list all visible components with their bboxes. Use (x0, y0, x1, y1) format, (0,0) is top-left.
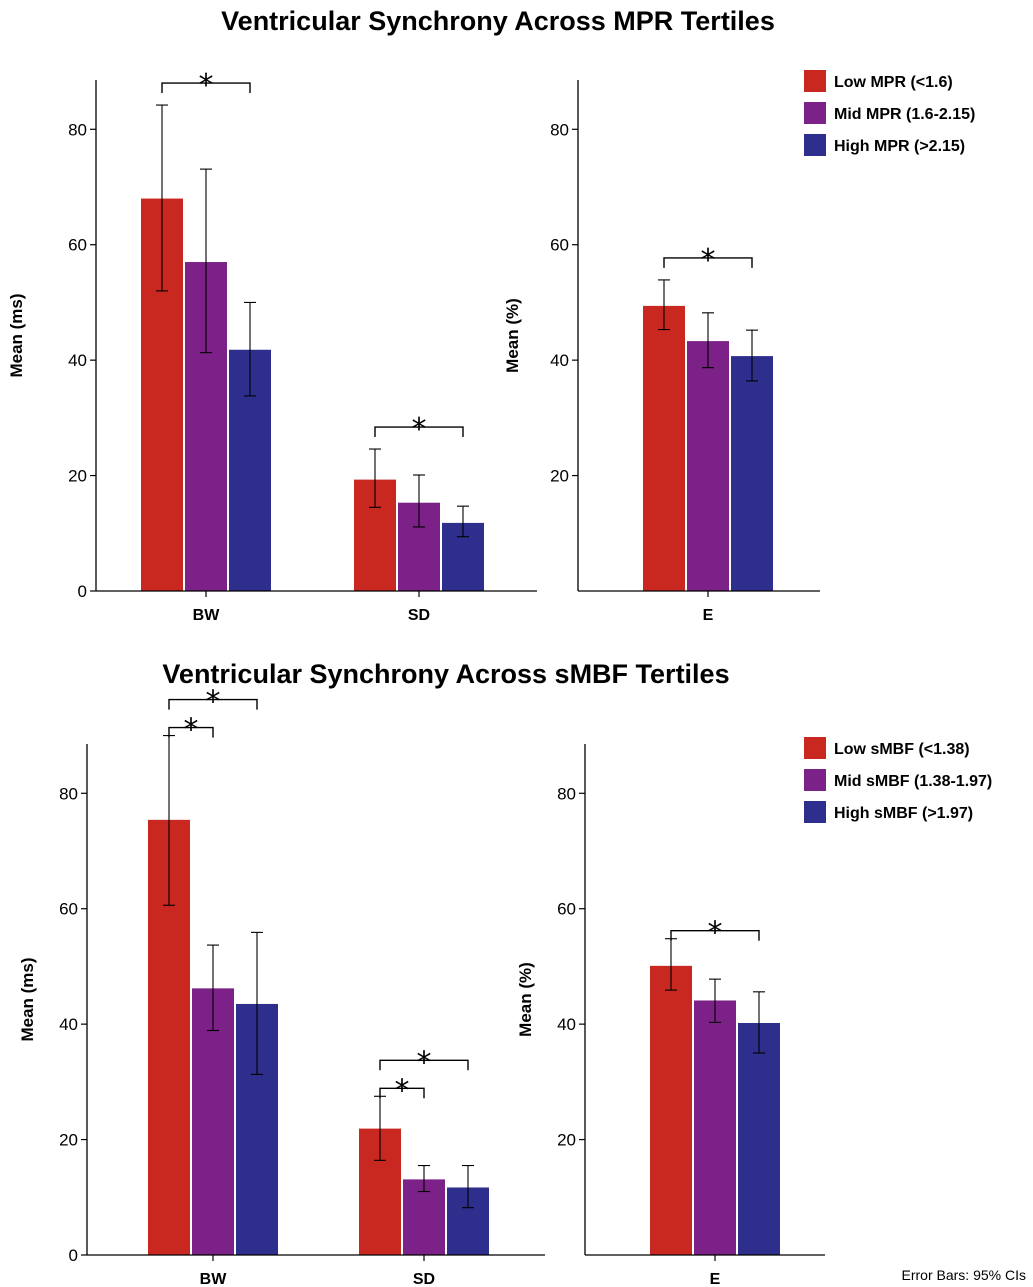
bar (738, 1022, 780, 1255)
y-tick-label: 20 (68, 467, 87, 486)
significance-bracket (168, 698, 258, 710)
legend-label: Mid MPR (1.6-2.15) (834, 106, 975, 123)
y-tick-label: 20 (550, 467, 569, 486)
legend-label: High sMBF (>1.97) (834, 805, 973, 822)
y-tick-label: 80 (550, 120, 569, 139)
y-tick-label: 60 (557, 900, 576, 919)
significance-bracket (670, 930, 760, 941)
significance-bracket (374, 426, 464, 438)
significance-star: * (206, 685, 221, 720)
significance-bracket (168, 726, 214, 738)
bar (687, 341, 729, 591)
x-tick-label: BW (193, 607, 221, 624)
y-tick-label: 20 (557, 1131, 576, 1150)
significance-star: * (184, 713, 199, 748)
legend-label: Mid sMBF (1.38-1.97) (834, 773, 992, 790)
significance-star: * (417, 1045, 432, 1080)
y-tick-label: 40 (59, 1015, 78, 1034)
y-axis-label: Mean (ms) (18, 957, 37, 1041)
y-tick-label: 0 (69, 1246, 78, 1265)
significance-star: * (701, 243, 716, 278)
legend-swatch (804, 134, 826, 156)
y-axis-label: Mean (%) (503, 298, 522, 373)
significance-bracket (161, 82, 251, 94)
y-axis-label: Mean (%) (516, 962, 535, 1037)
significance-star: * (412, 412, 427, 447)
significance-bracket (379, 1059, 469, 1071)
legend-swatch (804, 70, 826, 92)
legend-swatch (804, 102, 826, 124)
y-tick-label: 80 (59, 784, 78, 803)
footnote: Error Bars: 95% CIs (902, 1267, 1026, 1283)
x-tick-label: E (703, 607, 714, 624)
bar (731, 356, 773, 591)
significance-bracket (379, 1087, 425, 1099)
panel-1-1: 20 40 60 80 E Mean (%) * (516, 744, 825, 1287)
x-tick-label: E (710, 1271, 721, 1287)
y-tick-label: 20 (59, 1131, 78, 1150)
panel-0-0: 0 20 40 60 80 BW SD Mean (ms) * * (7, 68, 537, 624)
significance-star: * (199, 68, 214, 103)
y-tick-label: 0 (78, 582, 87, 601)
y-tick-label: 80 (68, 120, 87, 139)
x-tick-label: SD (413, 1271, 435, 1287)
significance-star: * (395, 1073, 410, 1108)
y-tick-label: 60 (68, 236, 87, 255)
bar (650, 965, 692, 1255)
y-tick-label: 80 (557, 784, 576, 803)
chart-title-smbf: Ventricular Synchrony Across sMBF Tertil… (162, 659, 729, 689)
y-tick-label: 40 (68, 351, 87, 370)
significance-bracket (663, 257, 753, 268)
y-tick-label: 60 (550, 236, 569, 255)
bar (643, 305, 685, 591)
x-tick-label: BW (200, 1271, 228, 1287)
legend-swatch (804, 737, 826, 759)
legend-label: High MPR (>2.15) (834, 138, 965, 155)
chart-title-mpr: Ventricular Synchrony Across MPR Tertile… (221, 6, 775, 36)
legend-label: Low MPR (<1.6) (834, 74, 953, 91)
chart-0: 0 20 40 60 80 BW SD Mean (ms) * * 20 40 60 80 E Mean (%… (7, 68, 975, 624)
y-axis-label: Mean (ms) (7, 293, 26, 377)
legend-label: Low sMBF (<1.38) (834, 741, 970, 758)
panel-0-1: 20 40 60 80 E Mean (%) * (503, 80, 820, 624)
y-tick-label: 60 (59, 900, 78, 919)
x-tick-label: SD (408, 607, 430, 624)
significance-star: * (708, 916, 723, 951)
y-tick-label: 40 (557, 1015, 576, 1034)
y-tick-label: 40 (550, 351, 569, 370)
bar (694, 1000, 736, 1255)
legend-swatch (804, 801, 826, 823)
legend-swatch (804, 769, 826, 791)
bar (192, 988, 234, 1255)
